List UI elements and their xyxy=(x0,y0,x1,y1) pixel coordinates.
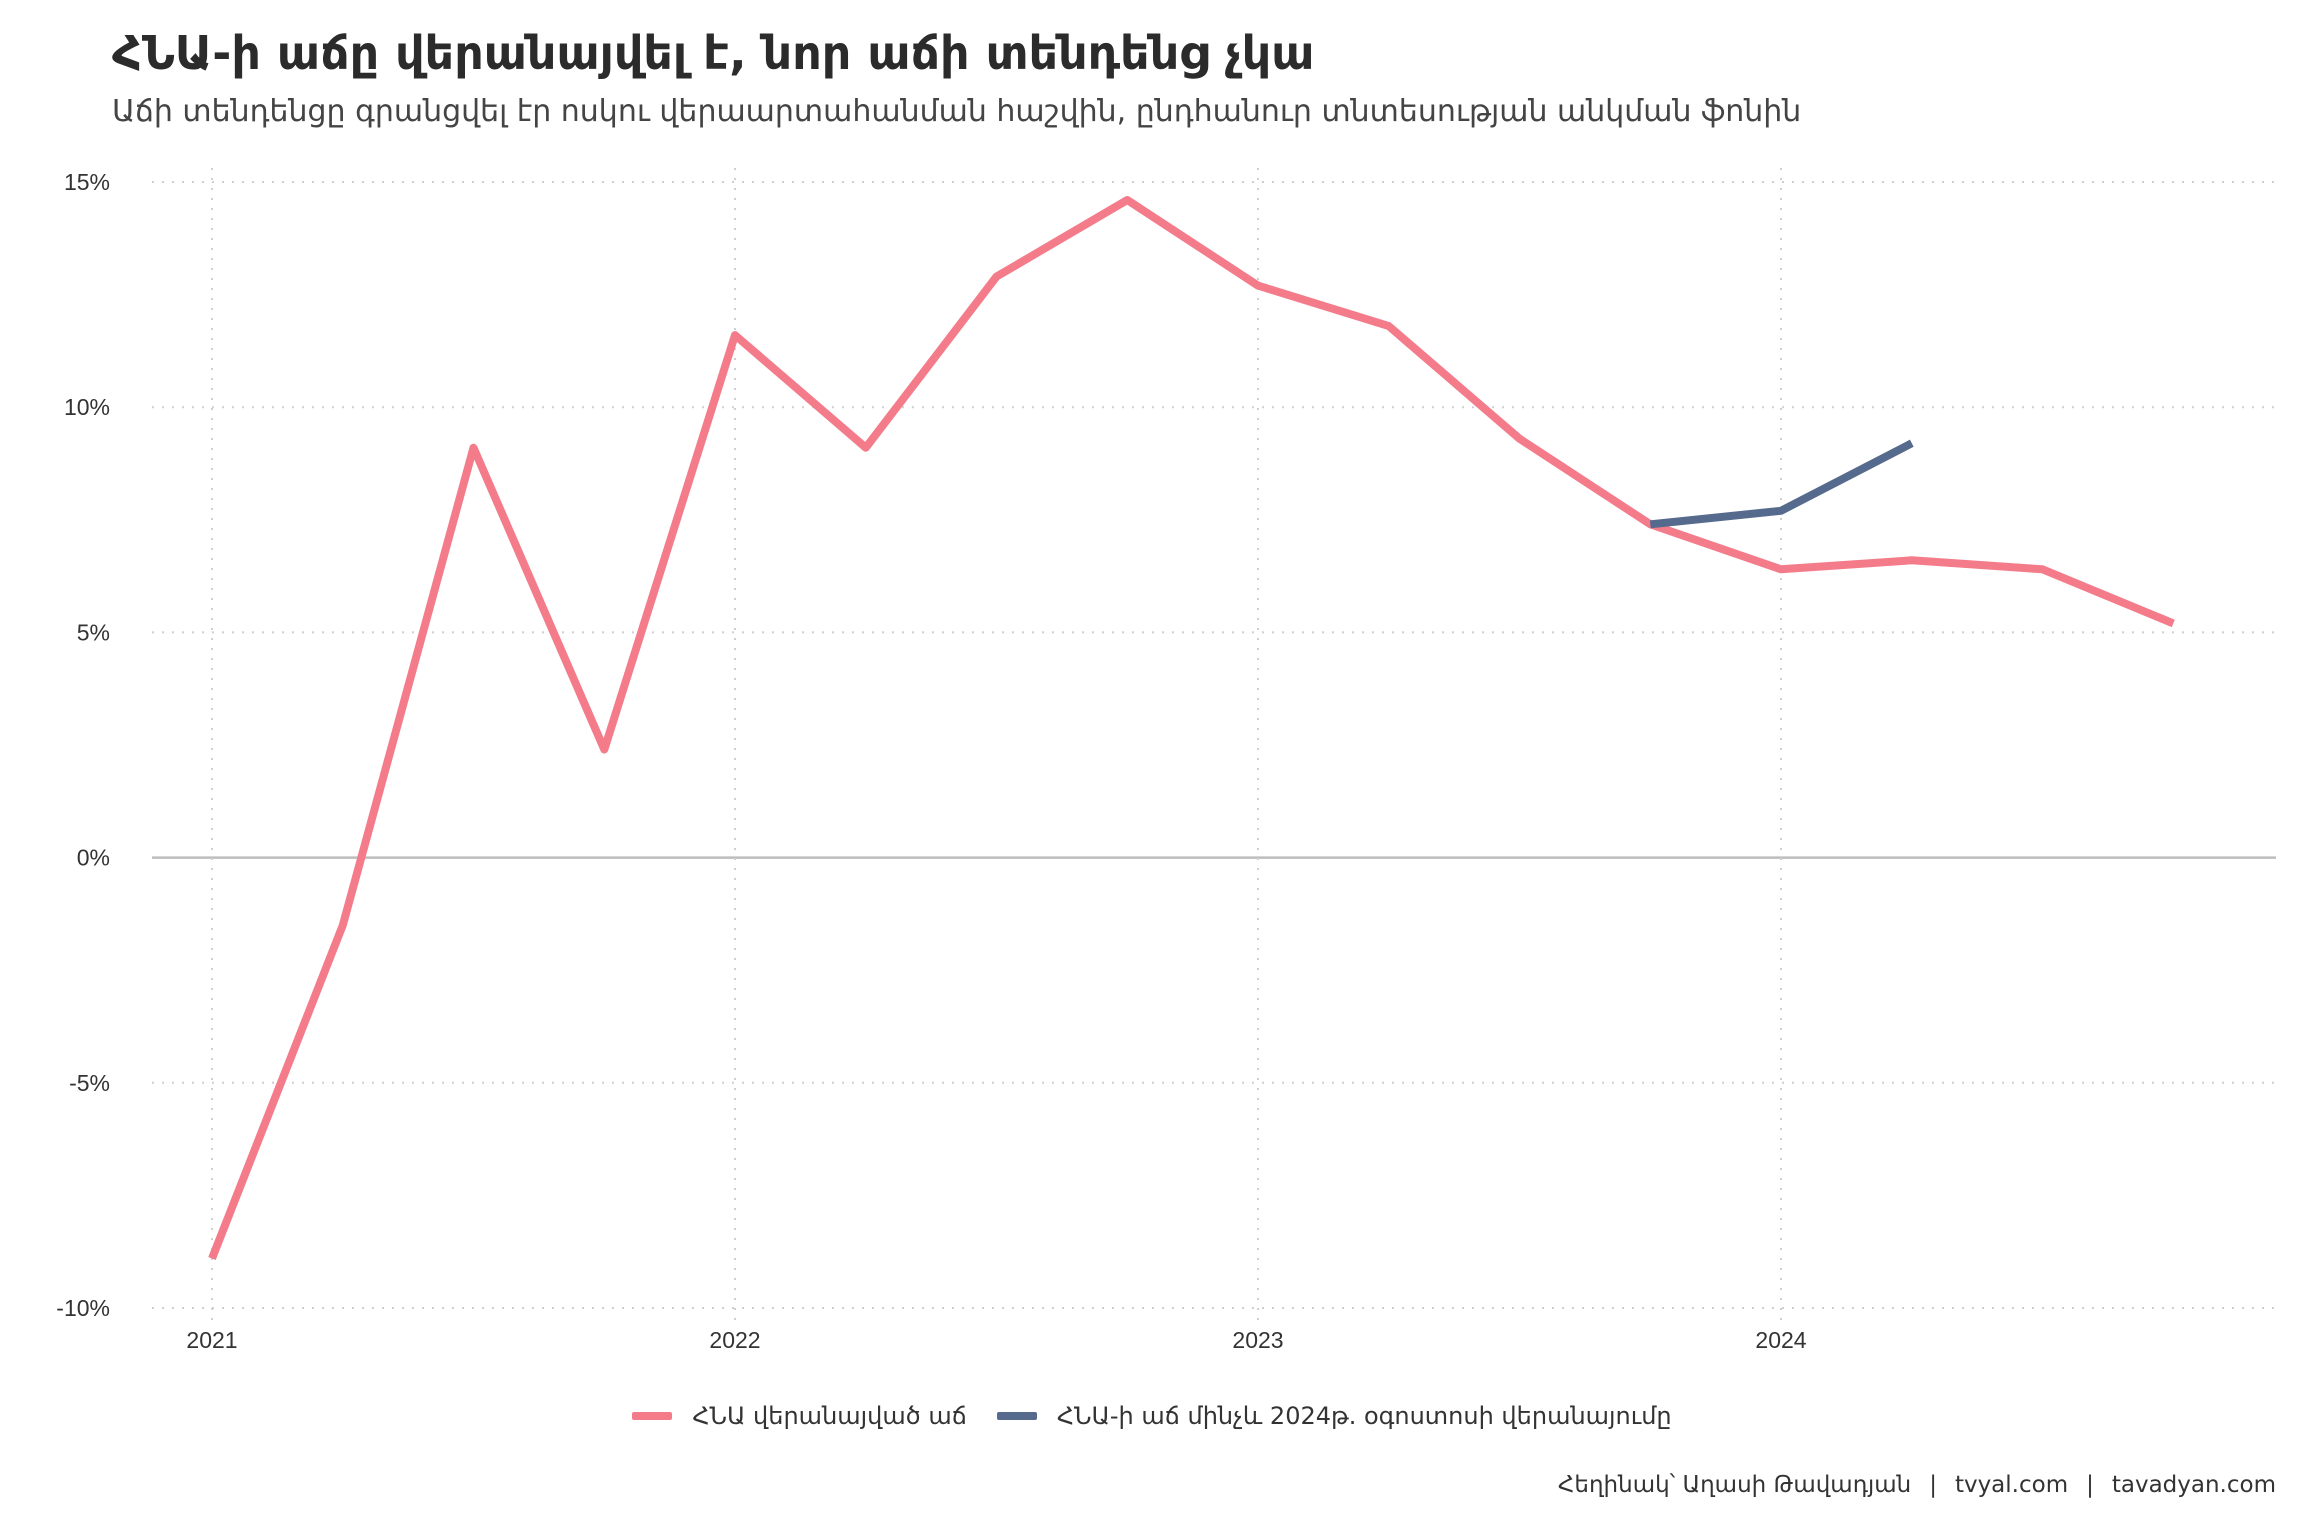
x-tick-label: 2022 xyxy=(709,1327,760,1353)
caption-author: Հեղինակ՝ Աղասի Թավադյան xyxy=(1557,1472,1912,1498)
caption-separator: | xyxy=(1929,1472,1937,1498)
chart-subtitle: Աճի տենդենցը գրանցվել էր ոսկու վերաարտահ… xyxy=(112,94,1802,129)
legend-item-before-revision: ՀՆԱ-ի աճ մինչև 2024թ. օգոստոսի վերանայու… xyxy=(996,1402,1672,1430)
series-line-revised xyxy=(208,196,2175,1260)
x-axis-ticks: 2021 2022 2023 2024 xyxy=(186,1327,1806,1353)
legend-swatch-revised xyxy=(632,1412,673,1420)
legend-label-revised: ՀՆԱ վերանայված աճ xyxy=(692,1402,967,1430)
chart-title: ՀՆԱ-ի աճը վերանայվել է, նոր աճի տենդենց … xyxy=(112,26,1315,80)
y-tick-label: 0% xyxy=(77,845,110,871)
series-lines xyxy=(208,196,2175,1260)
caption-site-tavadyan: tavadyan.com xyxy=(2111,1472,2276,1498)
y-tick-label: -5% xyxy=(69,1070,110,1096)
caption-site-tvyal: tvyal.com xyxy=(1954,1472,2069,1498)
y-tick-label: -10% xyxy=(56,1295,110,1321)
grid-lines xyxy=(152,168,2276,1324)
caption-separator: | xyxy=(2086,1472,2094,1498)
x-tick-label: 2021 xyxy=(186,1327,237,1353)
series-line-before-revision xyxy=(1649,439,1914,529)
legend: ՀՆԱ վերանայված աճ ՀՆԱ-ի աճ մինչև 2024թ. … xyxy=(0,1402,2304,1430)
legend-swatch-before-revision xyxy=(996,1412,1037,1420)
x-tick-label: 2024 xyxy=(1755,1327,1806,1353)
legend-item-revised: ՀՆԱ վերանայված աճ xyxy=(632,1402,967,1430)
y-tick-label: 15% xyxy=(64,169,110,195)
line-chart: -10% -5% 0% 5% 10% 15% 2021 2022 2023 2024 xyxy=(56,168,2276,1353)
y-tick-label: 5% xyxy=(77,619,110,645)
x-tick-label: 2023 xyxy=(1232,1327,1283,1353)
y-tick-label: 10% xyxy=(64,394,110,420)
legend-label-before-revision: ՀՆԱ-ի աճ մինչև 2024թ. օգոստոսի վերանայու… xyxy=(1056,1402,1672,1430)
y-axis-ticks: -10% -5% 0% 5% 10% 15% xyxy=(56,169,110,1321)
caption: Հեղինակ՝ Աղասի Թավադյան | tvyal.com | tavady… xyxy=(1558,1472,2276,1498)
